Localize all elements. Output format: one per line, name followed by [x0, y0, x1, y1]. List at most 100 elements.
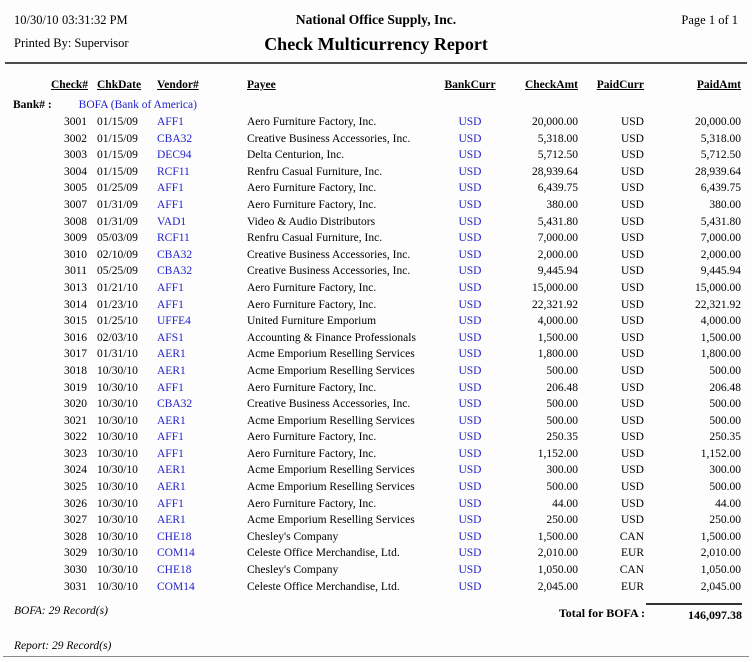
cell-bank-curr-link[interactable]: USD — [458, 248, 482, 261]
cell-bank-curr-link[interactable]: USD — [458, 331, 482, 344]
cell-check-no: 3007 — [64, 198, 87, 211]
cell-bank-curr-link[interactable]: USD — [458, 364, 482, 377]
cell-check-no: 3026 — [64, 497, 87, 510]
cell-check-amt: 1,050.00 — [537, 564, 578, 577]
cell-bank-curr-link[interactable]: USD — [458, 165, 482, 178]
cell-bank-curr-link[interactable]: USD — [458, 149, 482, 162]
cell-bank-curr-link[interactable]: USD — [458, 530, 482, 543]
table-row: 3015 01/25/10 UFFE4 United Furniture Emp… — [0, 313, 741, 330]
cell-bank-curr-link[interactable]: USD — [458, 215, 482, 228]
cell-vendor-link[interactable]: AFF1 — [157, 431, 184, 444]
page-indicator: Page 1 of 1 — [681, 13, 738, 27]
report-title: Check Multicurrency Report — [264, 34, 488, 54]
cell-payee: Creative Business Accessories, Inc. — [247, 132, 411, 145]
cell-bank-curr-link[interactable]: USD — [458, 265, 482, 278]
cell-payee: Acme Emporium Reselling Services — [247, 348, 415, 361]
cell-vendor-link[interactable]: AFF1 — [157, 298, 184, 311]
cell-vendor-link[interactable]: CHE18 — [157, 564, 192, 577]
cell-bank-curr-link[interactable]: USD — [458, 232, 482, 245]
cell-check-no: 3017 — [64, 348, 87, 361]
cell-paid-amt: 5,318.00 — [700, 132, 741, 145]
cell-vendor-link[interactable]: AER1 — [157, 348, 186, 361]
cell-bank-curr-link[interactable]: USD — [458, 315, 482, 328]
cell-vendor-link[interactable]: AER1 — [157, 414, 186, 427]
cell-bank-curr-link[interactable]: USD — [458, 398, 482, 411]
cell-bank-curr-link[interactable]: USD — [458, 580, 482, 593]
cell-bank-curr-link[interactable]: USD — [458, 132, 482, 145]
cell-paid-amt: 250.35 — [709, 431, 741, 444]
cell-chk-date: 10/30/10 — [97, 547, 138, 560]
cell-vendor-link[interactable]: CBA32 — [157, 398, 193, 411]
cell-vendor-link[interactable]: UFFE4 — [157, 315, 191, 328]
cell-vendor-link[interactable]: COM14 — [157, 580, 195, 593]
cell-check-no: 3018 — [64, 364, 87, 377]
table-row: 3018 10/30/10 AER1 Acme Emporium Reselli… — [0, 363, 741, 380]
cell-paid-amt: 22,321.92 — [695, 298, 741, 311]
cell-bank-curr-link[interactable]: USD — [458, 198, 482, 211]
cell-bank-curr-link[interactable]: USD — [458, 182, 482, 195]
cell-bank-curr-link[interactable]: USD — [458, 497, 482, 510]
cell-payee: Creative Business Accessories, Inc. — [247, 265, 411, 278]
cell-check-no: 3010 — [64, 248, 87, 261]
cell-check-no: 3023 — [64, 447, 87, 460]
cell-vendor-link[interactable]: RCF11 — [157, 232, 190, 245]
cell-vendor-link[interactable]: AFF1 — [157, 447, 184, 460]
cell-bank-curr-link[interactable]: USD — [458, 447, 482, 460]
cell-payee: Chesley's Company — [247, 530, 339, 543]
cell-bank-curr-link[interactable]: USD — [458, 348, 482, 361]
cell-vendor-link[interactable]: DEC94 — [157, 149, 192, 162]
cell-payee: Creative Business Accessories, Inc. — [247, 248, 411, 261]
cell-vendor-link[interactable]: AFF1 — [157, 116, 184, 128]
cell-bank-curr-link[interactable]: USD — [458, 464, 482, 477]
cell-check-amt: 44.00 — [552, 497, 578, 510]
cell-chk-date: 01/31/09 — [97, 215, 138, 228]
cell-bank-curr-link[interactable]: USD — [458, 564, 482, 577]
cell-vendor-link[interactable]: AFF1 — [157, 198, 184, 211]
cell-paid-amt: 6,439.75 — [700, 182, 741, 195]
cell-bank-curr-link[interactable]: USD — [458, 381, 482, 394]
table-row: 3026 10/30/10 AFF1 Aero Furniture Factor… — [0, 496, 741, 513]
cell-bank-curr-link[interactable]: USD — [458, 481, 482, 494]
table-row: 3013 01/21/10 AFF1 Aero Furniture Factor… — [0, 280, 741, 297]
cell-vendor-link[interactable]: AER1 — [157, 481, 186, 494]
cell-payee: United Furniture Emporium — [247, 315, 377, 328]
cell-check-amt: 1,500.00 — [537, 331, 578, 344]
cell-paid-curr: USD — [620, 132, 644, 145]
cell-bank-curr-link[interactable]: USD — [458, 514, 482, 527]
cell-vendor-link[interactable]: CHE18 — [157, 530, 192, 543]
cell-payee: Acme Emporium Reselling Services — [247, 464, 415, 477]
cell-chk-date: 01/23/10 — [97, 298, 138, 311]
cell-payee: Aero Furniture Factory, Inc. — [247, 431, 377, 444]
cell-vendor-link[interactable]: AFF1 — [157, 381, 184, 394]
bank-code-link[interactable]: BOFA (Bank of America) — [78, 99, 197, 111]
cell-bank-curr-link[interactable]: USD — [458, 281, 482, 294]
cell-vendor-link[interactable]: AER1 — [157, 514, 186, 527]
cell-bank-curr-link[interactable]: USD — [458, 431, 482, 444]
cell-paid-amt: 9,445.94 — [700, 265, 741, 278]
cell-vendor-link[interactable]: AFF1 — [157, 281, 184, 294]
cell-paid-curr: USD — [620, 215, 644, 228]
cell-payee: Creative Business Accessories, Inc. — [247, 398, 411, 411]
cell-vendor-link[interactable]: RCF11 — [157, 165, 190, 178]
cell-vendor-link[interactable]: VAD1 — [157, 215, 187, 228]
cell-bank-curr-link[interactable]: USD — [458, 414, 482, 427]
cell-vendor-link[interactable]: CBA32 — [157, 132, 193, 145]
cell-vendor-link[interactable]: AFS1 — [157, 331, 184, 344]
cell-check-amt: 5,431.80 — [537, 215, 578, 228]
cell-chk-date: 05/25/09 — [97, 265, 138, 278]
cell-check-amt: 250.35 — [546, 431, 578, 444]
cell-vendor-link[interactable]: CBA32 — [157, 265, 193, 278]
cell-vendor-link[interactable]: COM14 — [157, 547, 195, 560]
cell-chk-date: 10/30/10 — [97, 381, 138, 394]
cell-bank-curr-link[interactable]: USD — [458, 298, 482, 311]
cell-bank-curr-link[interactable]: USD — [458, 116, 482, 128]
cell-vendor-link[interactable]: AFF1 — [157, 182, 184, 195]
cell-check-amt: 1,152.00 — [537, 447, 578, 460]
cell-vendor-link[interactable]: CBA32 — [157, 248, 193, 261]
cell-paid-amt: 500.00 — [709, 481, 741, 494]
cell-vendor-link[interactable]: AER1 — [157, 364, 186, 377]
cell-vendor-link[interactable]: AER1 — [157, 464, 186, 477]
cell-payee: Aero Furniture Factory, Inc. — [247, 447, 377, 460]
cell-vendor-link[interactable]: AFF1 — [157, 497, 184, 510]
cell-bank-curr-link[interactable]: USD — [458, 547, 482, 560]
